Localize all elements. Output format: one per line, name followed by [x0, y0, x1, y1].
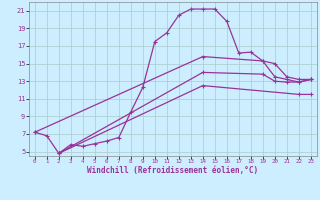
X-axis label: Windchill (Refroidissement éolien,°C): Windchill (Refroidissement éolien,°C)	[87, 166, 258, 175]
